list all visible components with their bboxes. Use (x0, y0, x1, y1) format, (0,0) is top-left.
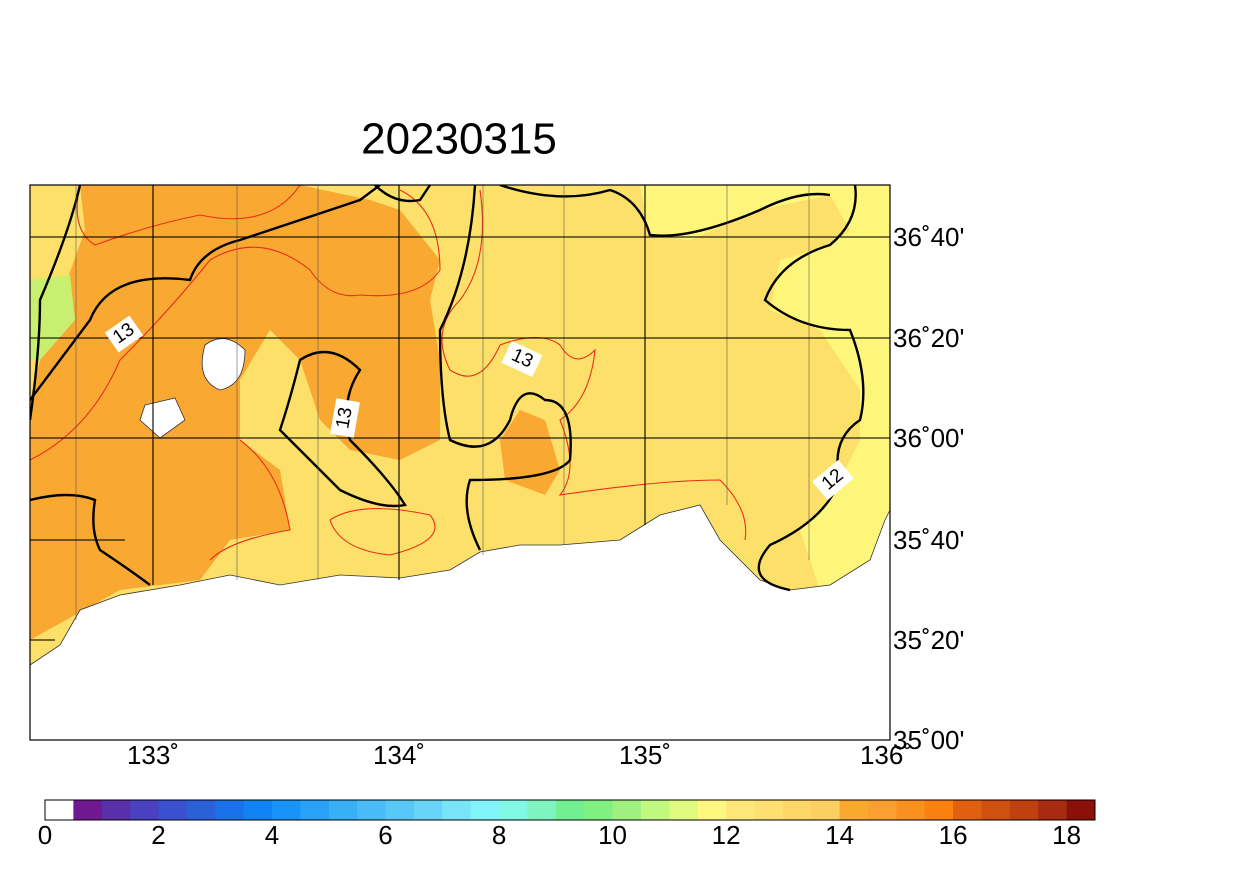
lat-label: 36˚20' (893, 323, 964, 353)
colorbar-box (981, 800, 1011, 820)
colorbar-box (442, 800, 472, 820)
contour-label: 13 (332, 406, 356, 430)
colorbar-box (45, 800, 74, 820)
lon-labels: 133˚ 134˚ 135˚ 136˚ (127, 740, 912, 770)
isotherm (209, 439, 436, 561)
lat-label: 35˚40' (893, 525, 964, 555)
colorbar-box (584, 800, 614, 820)
colorbar-box (896, 800, 926, 820)
colorbar-tick-label: 16 (939, 820, 968, 850)
colorbar-tick-label: 10 (598, 820, 627, 850)
colorbar-tick-label: 0 (38, 820, 52, 850)
colorbar: 0 2 4 6 8 10 12 14 16 18 (38, 799, 1096, 850)
colorbar-box (697, 800, 727, 820)
colorbar-box (130, 800, 160, 820)
colorbar-box (385, 800, 415, 820)
colorbar-box (612, 800, 642, 820)
colorbar-frame (44, 799, 1096, 821)
colorbar-tick-label: 8 (492, 820, 506, 850)
contour-13 (30, 185, 82, 421)
cool-region (640, 185, 890, 600)
lon-label: 133˚ (127, 740, 179, 770)
island (139, 397, 186, 439)
colorbar-box (555, 800, 585, 820)
warm-region (30, 185, 440, 640)
island (201, 338, 246, 391)
sst-field (30, 185, 890, 740)
contour-12 (374, 185, 865, 592)
lat-label: 35˚00' (893, 725, 964, 755)
lon-label: 135˚ (619, 740, 671, 770)
contour-13 (278, 350, 407, 508)
contour-13 (30, 493, 151, 586)
colorbar-box (867, 800, 897, 820)
colorbar-box (640, 800, 670, 820)
land (30, 504, 890, 740)
colorbar-box (186, 800, 216, 820)
colorbar-box (1038, 800, 1068, 820)
isotherm (441, 189, 747, 541)
colorbar-tick-label: 2 (151, 820, 165, 850)
isotherm (76, 185, 301, 246)
colorbar-box (669, 800, 699, 820)
map-frame (29, 184, 891, 741)
lat-label: 35˚20' (893, 625, 964, 655)
colorbar-tick-label: 14 (825, 820, 854, 850)
colorbar-tick-label: 4 (265, 820, 279, 850)
colorbar-box (272, 800, 301, 820)
colorbar-box (357, 800, 387, 820)
lon-label: 134˚ (373, 740, 425, 770)
colorbar-box (215, 800, 245, 820)
colorbar-box (811, 800, 841, 820)
colorbar-box (413, 800, 443, 820)
lat-lon-grid (30, 185, 890, 641)
isotherm (30, 189, 441, 461)
colorbar-box (924, 800, 954, 820)
colorbar-box (953, 800, 982, 820)
colorbar-box (726, 800, 755, 820)
colorbar-box (527, 800, 557, 820)
lat-label: 36˚40' (893, 222, 964, 252)
colorbar-box (1009, 800, 1039, 820)
contour-labels: 13 13 13 12 (104, 315, 854, 501)
colorbar-tick-label: 6 (378, 820, 392, 850)
colorbar-tick-label: 18 (1052, 820, 1081, 850)
contour-13 (30, 185, 381, 401)
colorbar-box (470, 800, 500, 820)
colorbar-box (73, 800, 103, 820)
lat-labels: 36˚40' 36˚20' 36˚00' 35˚40' 35˚20' 35˚00… (893, 222, 964, 755)
colorbar-box (754, 800, 784, 820)
contour-13 (438, 185, 572, 551)
colorbar-box (158, 800, 188, 820)
title: 20230315 (361, 115, 557, 164)
colorbar-box (300, 800, 330, 820)
colorbar-box (499, 800, 528, 820)
colorbar-tick-label: 12 (712, 820, 741, 850)
lon-label: 136˚ (860, 740, 912, 770)
colorbar-box (839, 800, 869, 820)
colorbar-box (101, 800, 131, 820)
colorbar-box (243, 800, 273, 820)
colorbar-box (328, 800, 358, 820)
lat-label: 36˚00' (893, 423, 964, 453)
colorbar-box (782, 800, 812, 820)
colorbar-box (1066, 800, 1096, 820)
